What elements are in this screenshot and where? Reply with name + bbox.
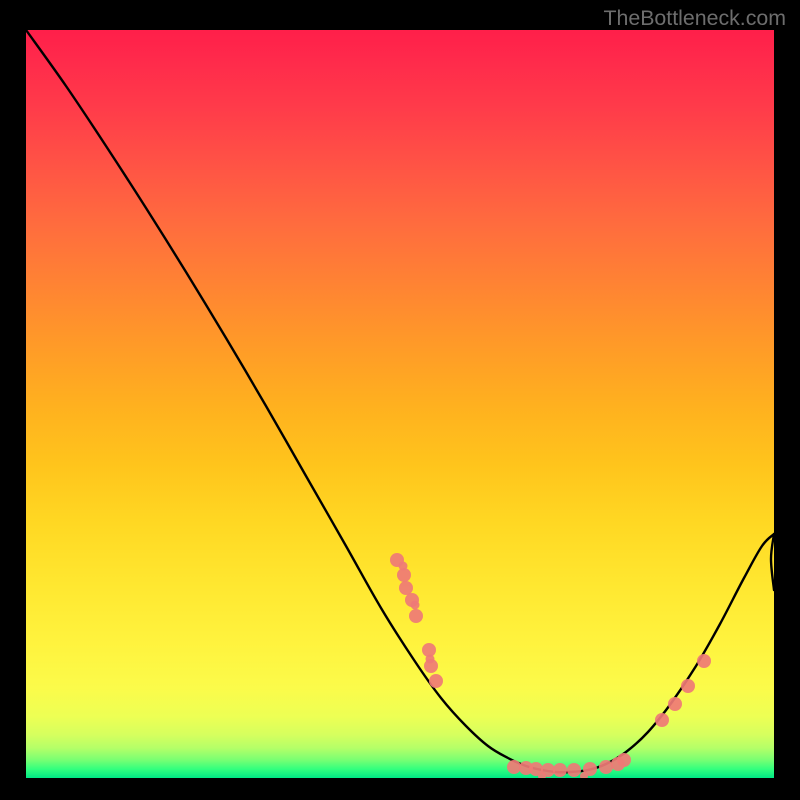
cluster-dot <box>681 679 695 693</box>
cluster-dot <box>599 760 613 774</box>
cluster-dot <box>429 674 443 688</box>
plot-area <box>26 30 774 778</box>
cluster-dot <box>567 763 581 777</box>
cluster-dot <box>426 655 435 664</box>
dot-group-valley <box>507 753 631 778</box>
cluster-dot <box>507 760 521 774</box>
curve-layer <box>26 30 774 778</box>
cluster-dot <box>668 697 682 711</box>
cluster-dot <box>399 581 413 595</box>
dot-group-left <box>390 553 443 688</box>
cluster-dot <box>617 753 631 767</box>
cluster-dot <box>409 609 423 623</box>
cluster-dot <box>655 713 669 727</box>
cluster-dot <box>411 601 420 610</box>
dot-group-right <box>655 654 711 727</box>
cluster-dot <box>399 562 408 571</box>
right-hook <box>771 534 774 590</box>
watermark-text: TheBottleneck.com <box>603 6 786 31</box>
main-curve <box>26 30 774 772</box>
cluster-dot <box>697 654 711 668</box>
cluster-dot <box>553 763 567 777</box>
